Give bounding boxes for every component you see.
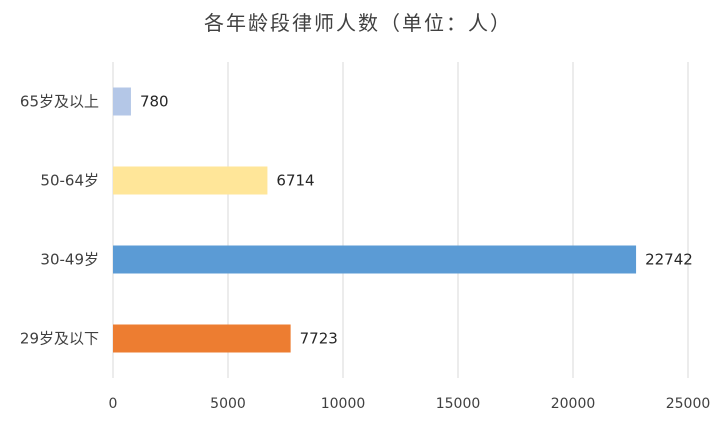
- data-label: 780: [140, 93, 169, 111]
- bar-3: [113, 324, 291, 353]
- x-tick-label: 15000: [436, 396, 481, 412]
- bar-2: [113, 245, 637, 274]
- category-label: 29岁及以下: [20, 330, 99, 348]
- data-label: 6714: [276, 172, 314, 190]
- category-labels: 65岁及以上 50-64岁 30-49岁 29岁及以下: [20, 93, 99, 348]
- bar-1: [113, 166, 268, 195]
- category-label: 50-64岁: [40, 172, 99, 190]
- category-label: 65岁及以上: [20, 93, 99, 111]
- data-label: 7723: [300, 330, 338, 348]
- chart-title: 各年龄段律师人数（单位：人）: [204, 11, 512, 35]
- x-tick-label: 20000: [551, 396, 596, 412]
- x-tick-label: 25000: [666, 396, 711, 412]
- x-tick-label: 0: [109, 396, 118, 412]
- bars: [113, 87, 637, 353]
- data-label: 22742: [645, 251, 693, 269]
- bar-0: [113, 87, 131, 116]
- category-label: 30-49岁: [40, 251, 99, 269]
- x-tick-label: 5000: [210, 396, 246, 412]
- data-labels: 780 6714 22742 7723: [140, 93, 693, 348]
- x-tick-label: 10000: [321, 396, 366, 412]
- x-axis-ticks: 0 5000 10000 15000 20000 25000: [109, 396, 711, 412]
